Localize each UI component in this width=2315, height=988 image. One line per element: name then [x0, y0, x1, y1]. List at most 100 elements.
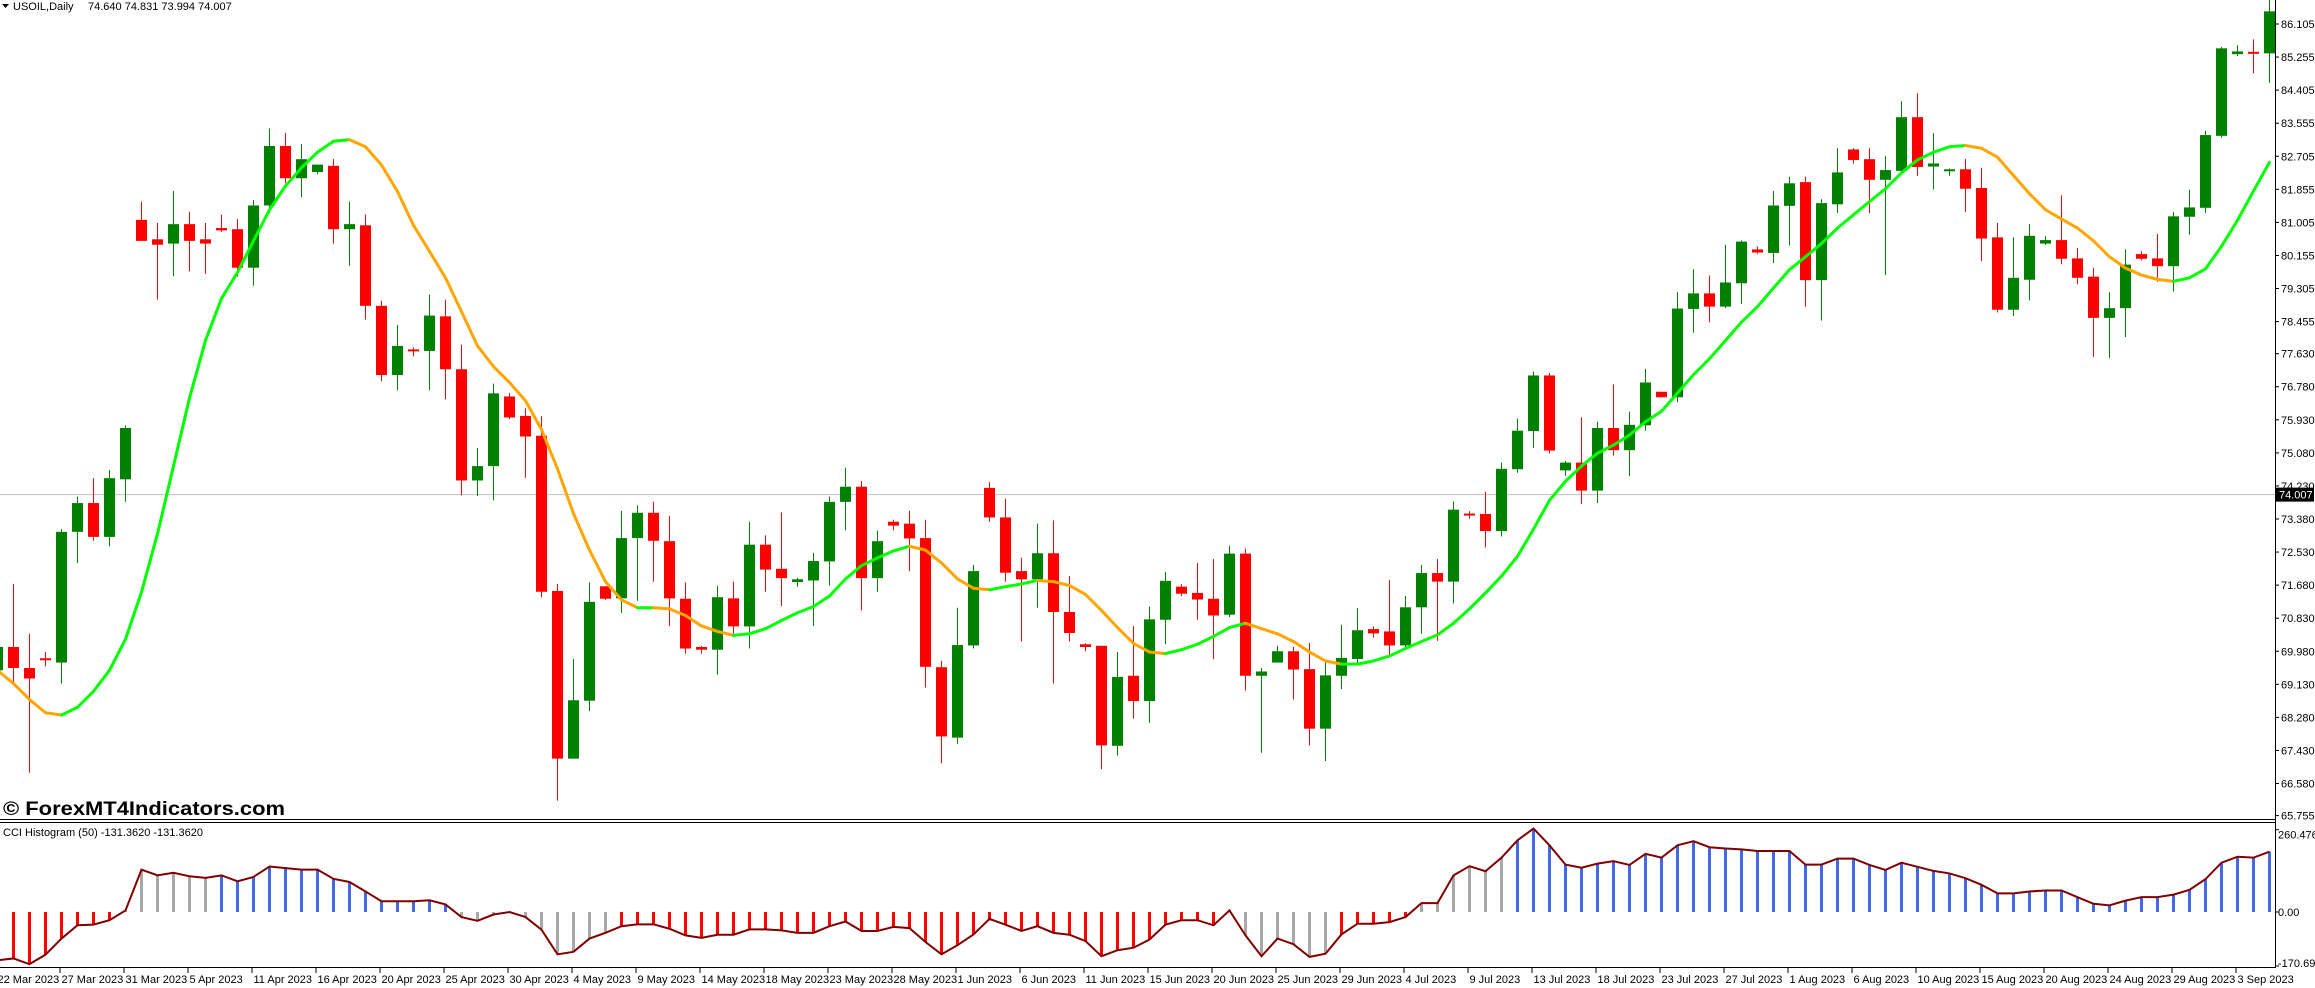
candle-body [808, 561, 819, 581]
ma-segment [1756, 286, 1775, 309]
candle-body [2072, 258, 2083, 278]
ma-segment [1356, 659, 1375, 666]
candle [680, 582, 691, 654]
ma-segment [700, 624, 719, 633]
ma-segment [268, 184, 287, 212]
date-label: 9 May 2023 [638, 974, 695, 986]
price-label: 84.405 [2281, 85, 2315, 97]
candle-body [344, 224, 355, 230]
ma-segment [956, 577, 975, 590]
ma-segment [348, 138, 367, 149]
candle [2248, 39, 2259, 74]
ma-segment [1788, 255, 1807, 272]
candle-body [904, 523, 915, 539]
candle [1896, 101, 1907, 174]
ma-segment [140, 532, 159, 594]
candle-body [120, 427, 131, 480]
candle-body [440, 316, 451, 370]
price-label: 69.130 [2281, 679, 2315, 691]
candle-body [1528, 375, 1539, 432]
candle [856, 480, 867, 611]
candle-body [840, 486, 851, 502]
candle [1752, 246, 1763, 254]
candle [1960, 159, 1971, 213]
candle [2136, 251, 2147, 261]
price-label: 75.930 [2281, 415, 2315, 427]
candle-body [1032, 553, 1043, 580]
candle-body [2040, 240, 2051, 244]
cci-line [0, 827, 2270, 966]
ma-segment [860, 556, 879, 568]
ma-segment [1676, 373, 1695, 395]
candle-body [1400, 607, 1411, 646]
triangle-down-icon[interactable] [2, 4, 9, 8]
date-label: 14 May 2023 [702, 974, 766, 986]
candle-body [1160, 580, 1171, 620]
ma-segment [1996, 155, 2015, 178]
candle-body [2056, 240, 2067, 259]
ma-segment [1916, 150, 1935, 162]
main-price-panel[interactable] [0, 0, 2275, 801]
date-label: 15 Jun 2023 [1150, 974, 1211, 986]
ma-segment [2044, 208, 2063, 221]
ma-segment [2108, 255, 2127, 270]
candle [1496, 462, 1507, 537]
ma-segment [1084, 592, 1103, 612]
candle-body [1128, 675, 1139, 702]
candle-body [1736, 241, 1747, 284]
ma-segment [2012, 174, 2031, 196]
candle-body [1112, 676, 1123, 746]
ma-segment [1404, 640, 1423, 651]
date-axis-background [0, 968, 2275, 988]
candle-body [648, 512, 659, 541]
candle [1768, 191, 1779, 264]
date-label: 6 Jun 2023 [1022, 974, 1076, 986]
candle [152, 222, 163, 300]
candle [408, 347, 419, 357]
candle [776, 512, 787, 607]
candle-body [456, 369, 467, 481]
ma-segment [1644, 409, 1663, 424]
price-label: 65.755 [2281, 811, 2315, 823]
candle [1544, 373, 1555, 454]
candle-body [1560, 462, 1571, 471]
ma-segment [2140, 273, 2159, 281]
candle-body [744, 544, 755, 627]
candle [968, 564, 979, 649]
ma-segment [1868, 187, 1887, 204]
ma-segment [716, 629, 735, 637]
candle [824, 496, 835, 586]
candle-body [392, 345, 403, 376]
candle-body [1704, 293, 1715, 307]
ma-segment [988, 585, 1007, 592]
watermark: © ForexMT4Indicators.com [3, 799, 285, 820]
cci-histogram-panel[interactable] [0, 827, 2271, 966]
ma-segment [76, 689, 95, 709]
candle [1624, 411, 1635, 476]
candle [312, 164, 323, 175]
candle-body [376, 305, 387, 376]
ma-segment [2172, 276, 2191, 283]
ma-segment [1468, 591, 1487, 611]
ma-segment [1628, 420, 1647, 437]
ma-segment [1212, 626, 1231, 638]
ma-segment [1452, 607, 1471, 625]
ma-segment [1516, 527, 1535, 558]
candle [632, 505, 643, 601]
ma-segment [1164, 648, 1183, 656]
candle-body [2120, 264, 2131, 309]
candle-body [536, 435, 547, 592]
ma-segment [924, 548, 943, 565]
ma-segment [1020, 578, 1039, 586]
candle-body [184, 224, 195, 241]
candle-body [952, 645, 963, 738]
candle [72, 496, 83, 563]
date-label: 31 Mar 2023 [126, 974, 188, 986]
candle-body [2136, 254, 2147, 259]
date-label: 20 Apr 2023 [382, 974, 441, 986]
ma-segment [1612, 433, 1631, 447]
price-label: 81.855 [2281, 184, 2315, 196]
price-label: 82.705 [2281, 151, 2315, 163]
candle-body [200, 239, 211, 244]
